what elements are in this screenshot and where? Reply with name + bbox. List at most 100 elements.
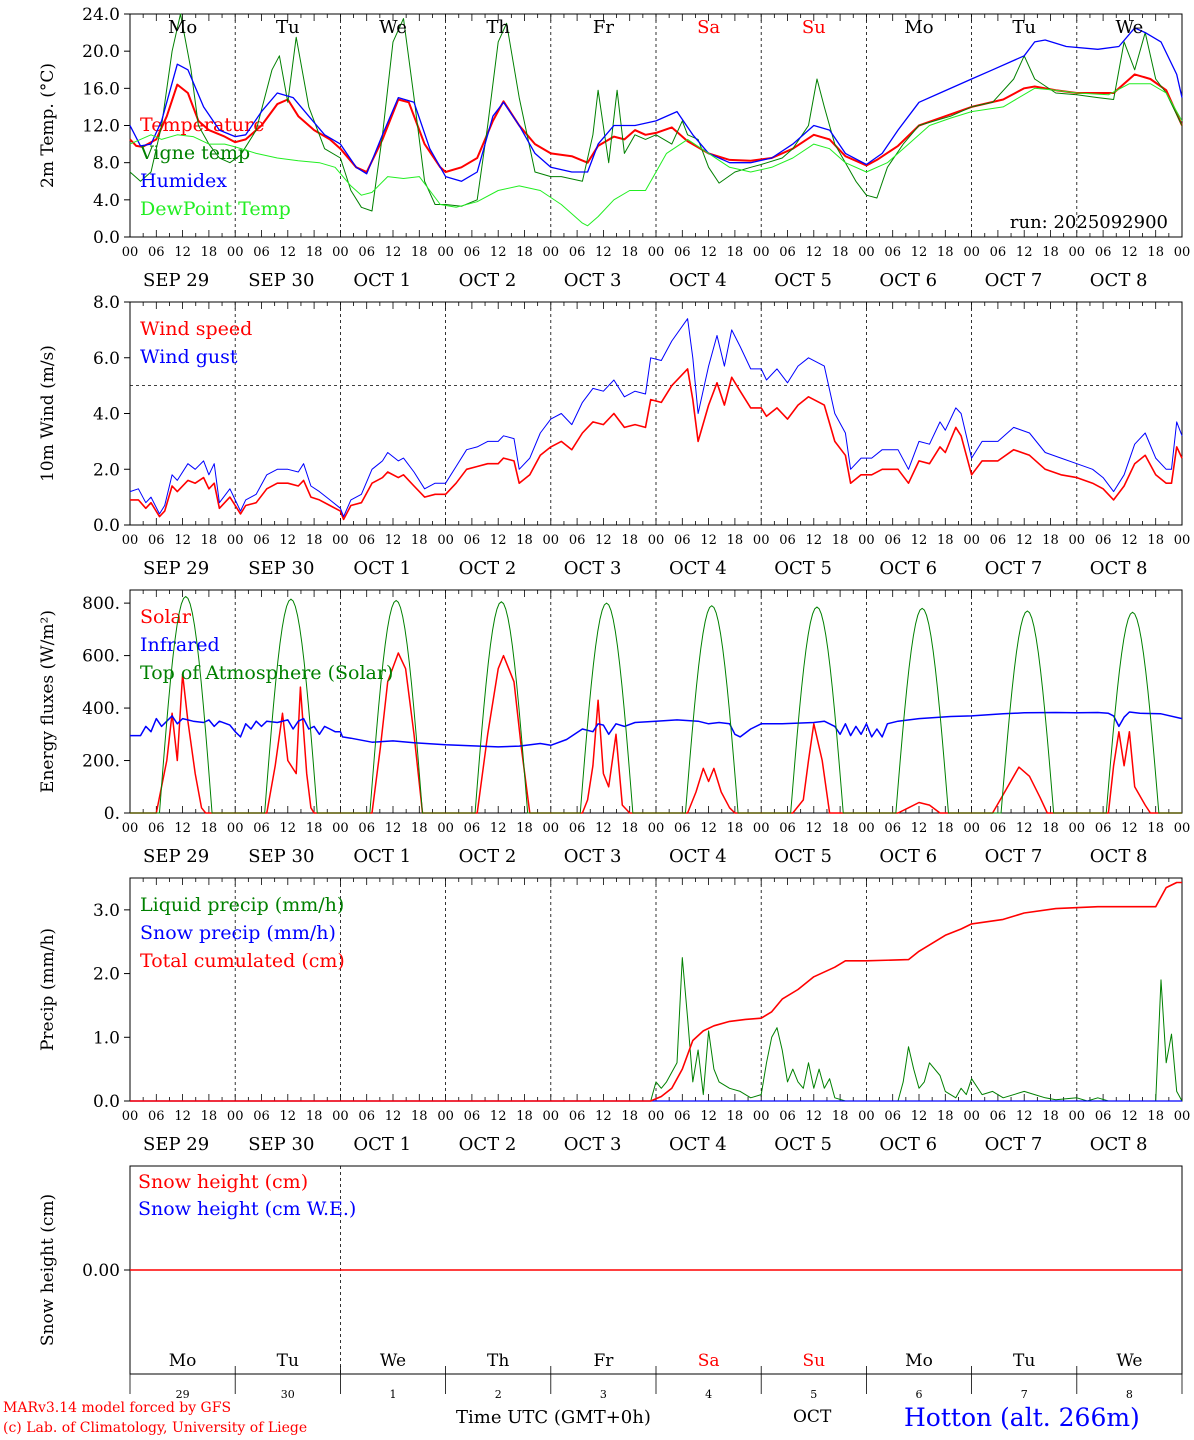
date-label: OCT 4 <box>669 270 727 291</box>
hour-tick-label: 18 <box>516 533 533 548</box>
date-label: OCT 6 <box>879 558 937 579</box>
series-line-solar <box>130 652 1182 814</box>
y-tick-label: 3.0 <box>93 901 120 921</box>
date-label: OCT 5 <box>774 270 832 291</box>
day-name-label: Mo <box>168 17 197 38</box>
hour-tick-label: 00 <box>332 533 349 548</box>
hour-tick-label: 06 <box>884 533 901 548</box>
hour-tick-label: 00 <box>1069 1109 1086 1124</box>
hour-tick-label: 12 <box>280 533 297 548</box>
legend-entry: Snow precip (mm/h) <box>140 922 336 944</box>
hour-tick-label: 00 <box>122 821 139 836</box>
hour-tick-label: 18 <box>201 821 218 836</box>
day-name-label: Th <box>486 17 510 38</box>
date-label: SEP 29 <box>143 846 209 867</box>
hour-tick-label: 06 <box>569 821 586 836</box>
hour-tick-label: 12 <box>385 1109 402 1124</box>
hour-tick-label: 06 <box>1095 1109 1112 1124</box>
legend-entry: Total cumulated (cm) <box>140 950 345 972</box>
hour-tick-label: 12 <box>595 533 612 548</box>
series-line-toa-day <box>866 607 972 814</box>
hour-tick-label: 18 <box>832 245 849 260</box>
date-label: OCT 7 <box>985 558 1043 579</box>
hour-tick-label: 18 <box>516 1109 533 1124</box>
date-label: OCT 6 <box>879 846 937 867</box>
hour-tick-label: 00 <box>122 1109 139 1124</box>
hour-tick-label: 06 <box>148 1109 165 1124</box>
hour-tick-label: 12 <box>700 533 717 548</box>
day-number-label: 2 <box>495 1388 502 1401</box>
date-label: SEP 29 <box>143 558 209 579</box>
y-tick-label: 1.0 <box>93 1028 120 1048</box>
hour-tick-label: 06 <box>990 533 1007 548</box>
hour-tick-label: 18 <box>621 245 638 260</box>
series-line-toa-day <box>340 599 446 814</box>
y-tick-label: 0.0 <box>93 228 120 248</box>
hour-tick-label: 18 <box>306 1109 323 1124</box>
hour-tick-label: 12 <box>806 821 823 836</box>
hour-tick-label: 00 <box>227 1109 244 1124</box>
hour-tick-label: 06 <box>253 821 270 836</box>
date-label: OCT 2 <box>459 270 517 291</box>
model-credit-line2: (c) Lab. of Climatology, University of L… <box>3 1420 308 1436</box>
hour-tick-label: 12 <box>806 1109 823 1124</box>
date-label: OCT 1 <box>353 846 411 867</box>
series-line-humidex <box>129 27 1183 182</box>
hour-tick-label: 18 <box>411 1109 428 1124</box>
hour-tick-label: 18 <box>306 821 323 836</box>
hour-tick-label: 18 <box>411 533 428 548</box>
hour-tick-label: 18 <box>201 245 218 260</box>
hour-tick-label: 06 <box>358 245 375 260</box>
hour-tick-label: 00 <box>1069 245 1086 260</box>
day-name-label: Su <box>802 1351 825 1371</box>
series-line-toa-day <box>130 595 236 814</box>
hour-tick-label: 06 <box>569 533 586 548</box>
hour-tick-label: 18 <box>727 821 744 836</box>
hour-tick-label: 06 <box>569 1109 586 1124</box>
day-number-label: 1 <box>390 1388 397 1401</box>
hour-tick-label: 00 <box>332 245 349 260</box>
y-axis-label: Precip (mm/h) <box>38 928 58 1051</box>
hour-tick-label: 00 <box>332 821 349 836</box>
model-credit-line1: MARv3.14 model forced by GFS <box>3 1400 232 1416</box>
hour-tick-label: 06 <box>674 533 691 548</box>
y-tick-label: 6.0 <box>93 349 120 369</box>
hour-tick-label: 06 <box>990 245 1007 260</box>
date-label: OCT 4 <box>669 846 727 867</box>
day-number-label: 4 <box>705 1388 712 1401</box>
hour-tick-label: 00 <box>648 821 665 836</box>
hour-tick-label: 00 <box>963 533 980 548</box>
series-line-toa-day <box>1076 611 1182 814</box>
hour-tick-label: 18 <box>1147 245 1164 260</box>
hour-tick-label: 00 <box>1174 245 1191 260</box>
date-label: OCT 6 <box>879 1134 937 1155</box>
series-line-toa-day <box>235 598 341 814</box>
hour-tick-label: 18 <box>937 821 954 836</box>
date-label: OCT 2 <box>459 846 517 867</box>
hour-tick-label: 12 <box>1121 821 1138 836</box>
day-name-label: Tu <box>1012 17 1036 38</box>
hour-tick-label: 18 <box>727 1109 744 1124</box>
hour-tick-label: 18 <box>1147 821 1164 836</box>
hour-tick-label: 00 <box>227 245 244 260</box>
day-number-label: 3 <box>600 1388 607 1401</box>
hour-tick-label: 12 <box>911 1109 928 1124</box>
day-number-label: 8 <box>1126 1388 1133 1401</box>
hour-tick-label: 18 <box>516 821 533 836</box>
hour-tick-label: 00 <box>963 821 980 836</box>
date-label: OCT 7 <box>985 270 1043 291</box>
date-label: OCT 4 <box>669 558 727 579</box>
series-line-temperature <box>129 73 1183 173</box>
hour-tick-label: 18 <box>727 533 744 548</box>
hour-tick-label: 06 <box>569 245 586 260</box>
legend-entry: DewPoint Temp <box>140 198 291 220</box>
day-name-label: We <box>380 1351 406 1371</box>
hour-tick-label: 12 <box>1016 821 1033 836</box>
date-label: OCT 8 <box>1090 1134 1148 1155</box>
date-label: OCT 8 <box>1090 846 1148 867</box>
hour-tick-label: 12 <box>911 245 928 260</box>
hour-tick-label: 12 <box>700 245 717 260</box>
series-line-infrared <box>130 711 1183 748</box>
day-name-label: Tu <box>277 1351 299 1371</box>
hour-tick-label: 12 <box>490 1109 507 1124</box>
